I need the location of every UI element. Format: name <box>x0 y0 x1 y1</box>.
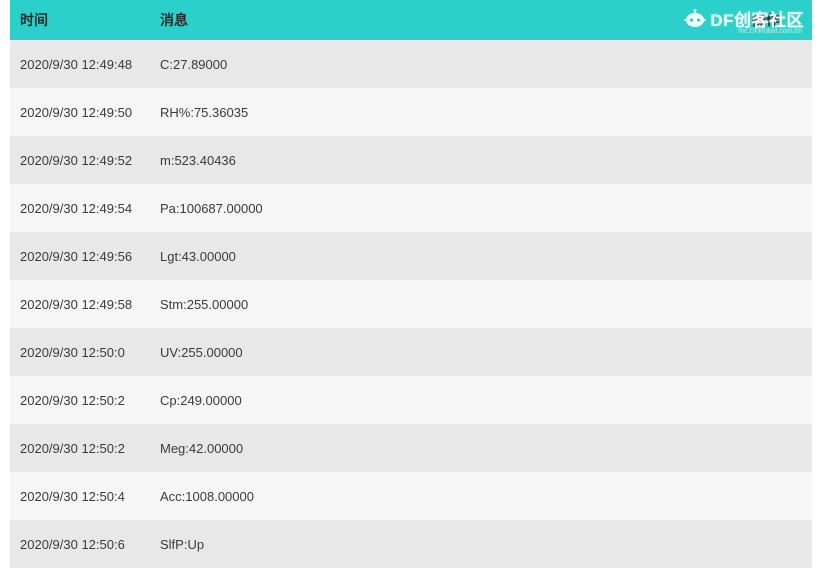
cell-message: C:27.89000 <box>160 57 752 72</box>
cell-time: 2020/9/30 12:50:4 <box>10 489 160 504</box>
table-row: 2020/9/30 12:49:58Stm:255.00000 <box>10 280 812 328</box>
cell-time: 2020/9/30 12:50:6 <box>10 537 160 552</box>
table-row: 2020/9/30 12:50:2Cp:249.00000 <box>10 376 812 424</box>
cell-time: 2020/9/30 12:49:58 <box>10 297 160 312</box>
cell-message: Acc:1008.00000 <box>160 489 752 504</box>
cell-time: 2020/9/30 12:49:48 <box>10 57 160 72</box>
cell-time: 2020/9/30 12:50:0 <box>10 345 160 360</box>
cell-message: Cp:249.00000 <box>160 393 752 408</box>
cell-message: UV:255.00000 <box>160 345 752 360</box>
cell-message: Pa:100687.00000 <box>160 201 752 216</box>
cell-message: m:523.40436 <box>160 153 752 168</box>
cell-message: Lgt:43.00000 <box>160 249 752 264</box>
cell-message: RH%:75.36035 <box>160 105 752 120</box>
cell-message: Meg:42.00000 <box>160 441 752 456</box>
table-row: 2020/9/30 12:49:52m:523.40436 <box>10 136 812 184</box>
cell-time: 2020/9/30 12:49:50 <box>10 105 160 120</box>
cell-time: 2020/9/30 12:49:56 <box>10 249 160 264</box>
col-header-time: 时间 <box>10 10 160 30</box>
watermark-logo: DF创客社区 mc.DFRobot.com.cn <box>684 6 804 31</box>
table-row: 2020/9/30 12:50:6SlfP:Up <box>10 520 812 568</box>
table-row: 2020/9/30 12:50:0UV:255.00000 <box>10 328 812 376</box>
cell-message: Stm:255.00000 <box>160 297 752 312</box>
table-row: 2020/9/30 12:49:48C:27.89000 <box>10 40 812 88</box>
cell-time: 2020/9/30 12:50:2 <box>10 441 160 456</box>
log-table: 时间 消息 操作 DF创客社区 mc.DFRobot.com.cn 2020/9… <box>0 0 822 568</box>
cell-message: SlfP:Up <box>160 537 752 552</box>
table-body: 2020/9/30 12:49:48C:27.890002020/9/30 12… <box>10 40 812 568</box>
cell-time: 2020/9/30 12:49:52 <box>10 153 160 168</box>
robot-icon <box>684 9 706 29</box>
table-row: 2020/9/30 12:50:2Meg:42.00000 <box>10 424 812 472</box>
table-row: 2020/9/30 12:49:56Lgt:43.00000 <box>10 232 812 280</box>
table-row: 2020/9/30 12:50:4Acc:1008.00000 <box>10 472 812 520</box>
watermark-subtext: mc.DFRobot.com.cn <box>738 28 802 35</box>
table-row: 2020/9/30 12:49:54Pa:100687.00000 <box>10 184 812 232</box>
col-header-message: 消息 <box>160 10 752 30</box>
table-header: 时间 消息 操作 DF创客社区 mc.DFRobot.com.cn <box>10 0 812 40</box>
cell-time: 2020/9/30 12:50:2 <box>10 393 160 408</box>
table-row: 2020/9/30 12:49:50RH%:75.36035 <box>10 88 812 136</box>
cell-time: 2020/9/30 12:49:54 <box>10 201 160 216</box>
